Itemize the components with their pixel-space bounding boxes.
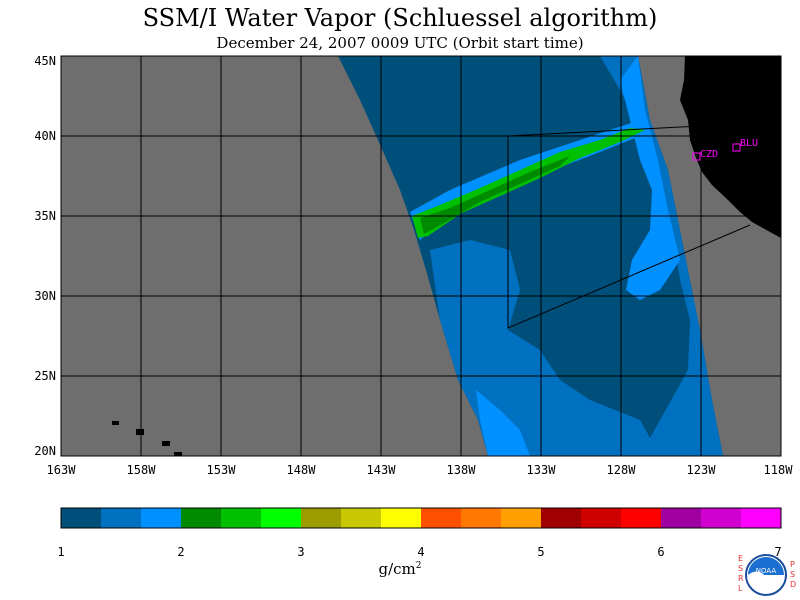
colorbar-tick-label: 1: [57, 545, 64, 559]
logo-letter: D: [790, 580, 797, 589]
colorbar-frame: [60, 507, 782, 529]
logo-letter: R: [738, 574, 744, 583]
lat-label: 20N: [34, 444, 56, 458]
lon-label: 138W: [447, 463, 477, 477]
lat-label: 35N: [34, 209, 56, 223]
land-mass: [680, 56, 781, 238]
colorbar-tick-label: 3: [297, 545, 304, 559]
colorbar-swatch: [421, 508, 462, 528]
island-4: [174, 452, 182, 456]
lat-label: 25N: [34, 369, 56, 383]
noaa-esrl-psd-logo: E S R L P S D NOAA: [732, 552, 796, 598]
colorbar-swatch: [541, 508, 582, 528]
moisture-plume-green: [412, 128, 645, 238]
station-marker-blu: [732, 143, 741, 152]
logo-letter: P: [790, 560, 795, 569]
island-2: [136, 429, 144, 435]
swath-medium-blue-east: [600, 56, 723, 456]
swath-bright-blue-east: [620, 56, 680, 300]
colorbar-tick-label: 6: [657, 545, 664, 559]
colorbar-ticks: 1 2 3 4 5 6 7: [57, 545, 781, 559]
colorbar-swatch: [661, 508, 702, 528]
station-label-czd: CZD: [700, 149, 718, 160]
lon-label: 118W: [764, 463, 794, 477]
analysis-sector: [507, 125, 751, 329]
lon-label: 128W: [607, 463, 637, 477]
colorbar-tick-label: 4: [417, 545, 424, 559]
latitude-labels: 45N 40N 35N 30N 25N 20N: [34, 54, 56, 458]
lon-label: 123W: [687, 463, 717, 477]
colorbar-tick-label: 2: [177, 545, 184, 559]
lon-label: 133W: [527, 463, 557, 477]
units-exponent: 2: [415, 561, 422, 571]
lon-label: 148W: [287, 463, 317, 477]
colorbar-swatch: [101, 508, 142, 528]
colorbar-tick-label: 5: [537, 545, 544, 559]
colorbar-swatch: [61, 508, 102, 528]
island-3: [162, 441, 170, 446]
colorbar-swatch: [301, 508, 342, 528]
lon-label: 153W: [207, 463, 237, 477]
longitude-labels: 163W 158W 153W 148W 143W 138W 133W 128W …: [47, 463, 794, 477]
map-frame: [60, 55, 782, 457]
lat-label: 40N: [34, 129, 56, 143]
colorbar-swatch: [341, 508, 382, 528]
station-label-blu: BLU: [740, 138, 758, 149]
colorbar-swatch: [221, 508, 262, 528]
logo-center-text: NOAA: [756, 567, 777, 575]
map-subtitle: December 24, 2007 0009 UTC (Orbit start …: [216, 34, 584, 52]
units-text: g/cm: [378, 560, 416, 578]
colorbar-swatch: [741, 508, 782, 528]
lon-label: 143W: [367, 463, 397, 477]
lat-label: 45N: [34, 54, 56, 68]
logo-letter: L: [738, 584, 743, 593]
logo-letter: S: [738, 564, 744, 573]
colorbar-swatch: [581, 508, 622, 528]
colorbar-swatch: [701, 508, 742, 528]
colorbar-swatch: [461, 508, 502, 528]
colorbar-swatch: [621, 508, 662, 528]
swath-bright-blue-south: [476, 390, 530, 456]
colorbar-units: g/cm2: [370, 560, 430, 578]
map-title: SSM/I Water Vapor (Schluessel algorithm): [142, 4, 658, 32]
graticule: [61, 56, 781, 456]
lon-label: 163W: [47, 463, 77, 477]
colorbar-legend: [60, 507, 782, 529]
lon-label: 158W: [127, 463, 157, 477]
noaa-emblem-icon: NOAA: [745, 554, 787, 596]
lat-label: 30N: [34, 289, 56, 303]
colorbar-swatch: [261, 508, 302, 528]
island-1: [112, 421, 119, 425]
colorbar-swatch: [501, 508, 542, 528]
moisture-plume-dark-green: [420, 156, 570, 234]
colorbar-swatch: [181, 508, 222, 528]
logo-letter: E: [738, 554, 744, 563]
station-marker-czd: [692, 152, 701, 161]
colorbar-swatch: [141, 508, 182, 528]
colorbar-tick-label: 7: [774, 545, 781, 559]
colorbar-swatch: [381, 508, 422, 528]
logo-letter: S: [790, 570, 796, 579]
swath-dark-blue: [338, 56, 723, 456]
